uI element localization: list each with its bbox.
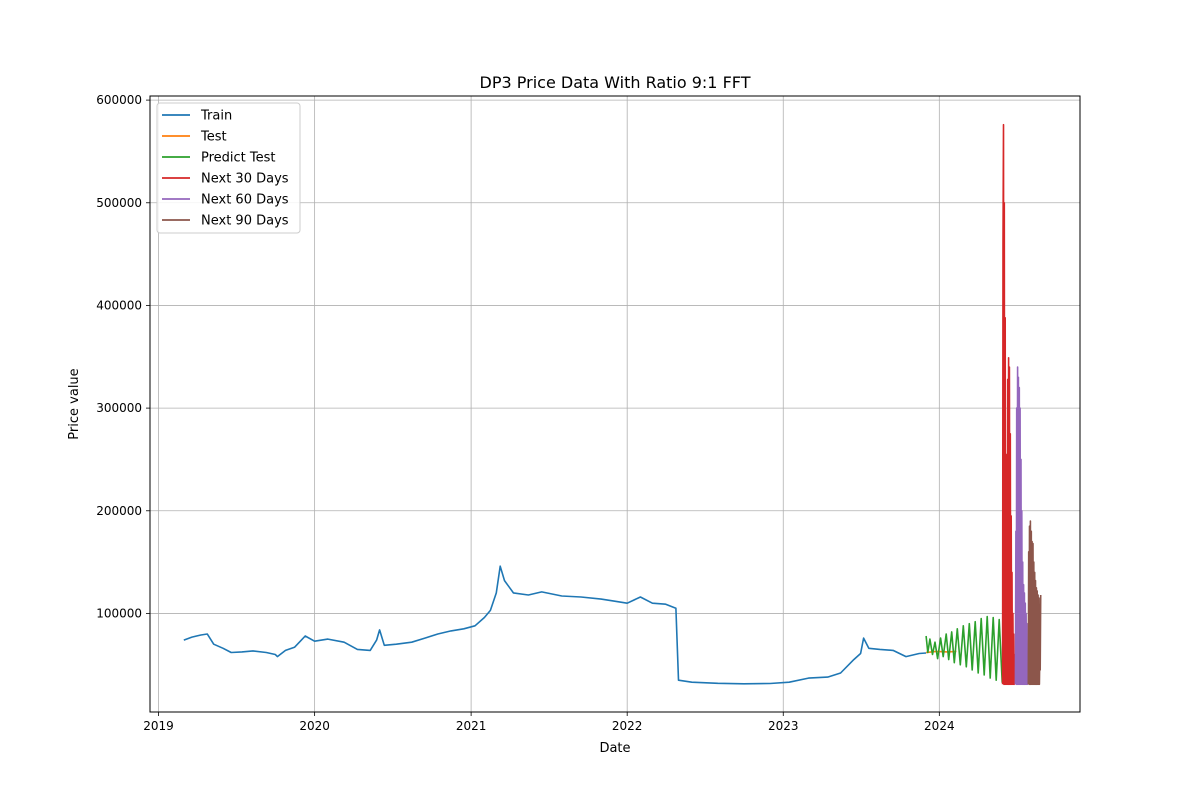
y-axis: 100000 200000 300000 400000 500000 600000 bbox=[96, 93, 150, 620]
plot-area bbox=[150, 96, 1080, 712]
y-tick-label: 100000 bbox=[96, 606, 142, 620]
x-axis: 2019 2020 2021 2022 2023 2024 bbox=[143, 712, 955, 733]
series-line-next-60-days bbox=[1014, 366, 1029, 686]
x-tick-label: 2021 bbox=[456, 719, 487, 733]
y-tick-label: 200000 bbox=[96, 504, 142, 518]
series-line-test bbox=[926, 650, 957, 654]
legend-label: Next 90 Days bbox=[201, 214, 289, 229]
chart-title: DP3 Price Data With Ratio 9:1 FFT bbox=[480, 73, 751, 92]
x-tick-label: 2023 bbox=[768, 719, 799, 733]
legend-label: Next 30 Days bbox=[201, 172, 289, 187]
y-tick-label: 500000 bbox=[96, 196, 142, 210]
legend-box bbox=[156, 102, 301, 234]
series-line-next-30-days bbox=[1001, 123, 1016, 686]
legend: Train Test Predict Test Next 30 Days Next 60… bbox=[156, 102, 301, 234]
plot-frame bbox=[149, 95, 1081, 713]
x-tick-label: 2019 bbox=[143, 719, 174, 733]
series-line-train bbox=[183, 565, 927, 685]
x-axis-label: Date bbox=[599, 741, 630, 756]
y-tick-label: 600000 bbox=[96, 93, 142, 107]
x-tick-label: 2024 bbox=[924, 719, 955, 733]
series-line-next-90-days bbox=[1027, 520, 1042, 686]
series-line-predict-test bbox=[925, 615, 1006, 684]
y-axis-label: Price value bbox=[67, 368, 82, 439]
y-tick-label: 300000 bbox=[96, 401, 142, 415]
legend-label: Predict Test bbox=[201, 151, 276, 166]
y-tick-label: 400000 bbox=[96, 298, 142, 312]
legend-label: Train bbox=[200, 109, 232, 124]
legend-label: Next 60 Days bbox=[201, 193, 289, 208]
grid bbox=[150, 96, 1080, 712]
series-layer bbox=[183, 123, 1042, 686]
x-tick-label: 2020 bbox=[299, 719, 330, 733]
x-tick-label: 2022 bbox=[612, 719, 643, 733]
legend-label: Test bbox=[200, 130, 227, 145]
